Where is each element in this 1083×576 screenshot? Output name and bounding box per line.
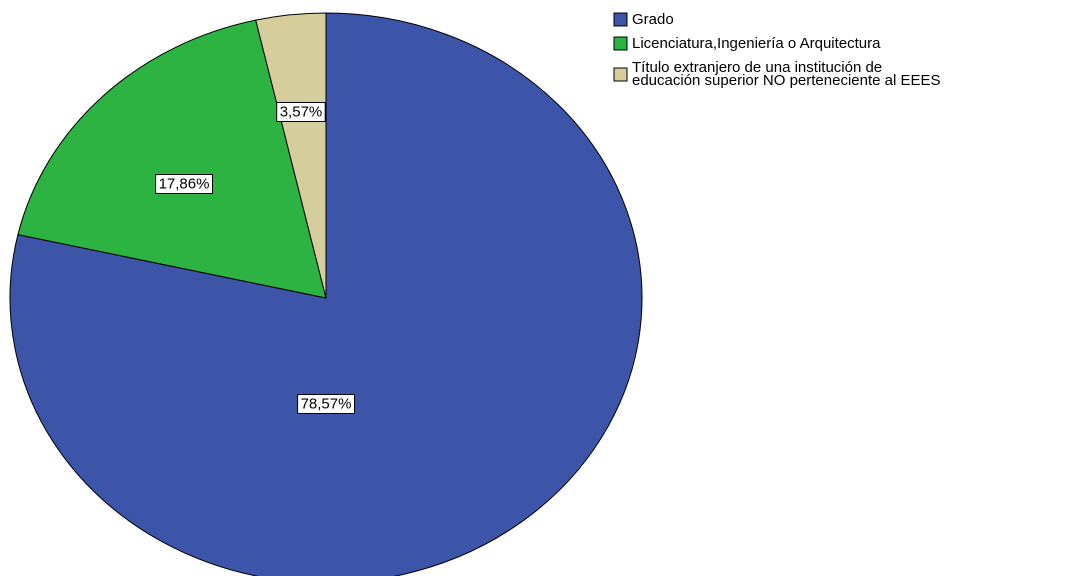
legend: Grado Licenciatura,Ingeniería o Arquitect… — [613, 11, 941, 89]
slice-label-text: 78,57% — [301, 396, 352, 413]
legend-item-grado: Grado — [613, 11, 674, 28]
slice-labels: 78,57% 17,86% 3,57% — [155, 102, 356, 414]
pie-slices — [9, 12, 643, 576]
slice-label-grado: 78,57% — [297, 394, 356, 414]
slice-label-text: 17,86% — [159, 176, 210, 193]
legend-swatch — [613, 12, 628, 27]
slice-label-box — [297, 394, 356, 414]
legend-item-titulo-extranjero-de-una-institucion-de-: Título extranjero de una institución dee… — [613, 59, 941, 89]
legend-swatch — [613, 36, 628, 51]
pie-slice-grado — [9, 12, 643, 576]
legend-label: educación superior NO perteneciente al E… — [632, 72, 941, 89]
legend-label: Licenciatura,Ingeniería o Arquitectura — [632, 35, 881, 52]
slice-label-text: 3,57% — [280, 104, 323, 121]
pie-slice-titulo-extranjero-de-una-institucion-de- — [255, 12, 327, 299]
slice-label-box — [155, 174, 214, 194]
legend-swatch — [613, 67, 628, 82]
legend-item-licenciatura-ingenieria-o-arquitectura: Licenciatura,Ingeniería o Arquitectura — [613, 35, 881, 52]
pie-slice-licenciatura-ingenieria-o-arquitectura — [17, 19, 327, 299]
slice-label-titulo-extranjero-de-una-institucion-de-: 3,57% — [276, 102, 326, 122]
slice-label-box — [276, 102, 326, 122]
legend-label: Grado — [632, 11, 674, 28]
slice-label-licenciatura-ingenieria-o-arquitectura: 17,86% — [155, 174, 214, 194]
legend-label: Título extranjero de una institución de — [632, 59, 882, 76]
